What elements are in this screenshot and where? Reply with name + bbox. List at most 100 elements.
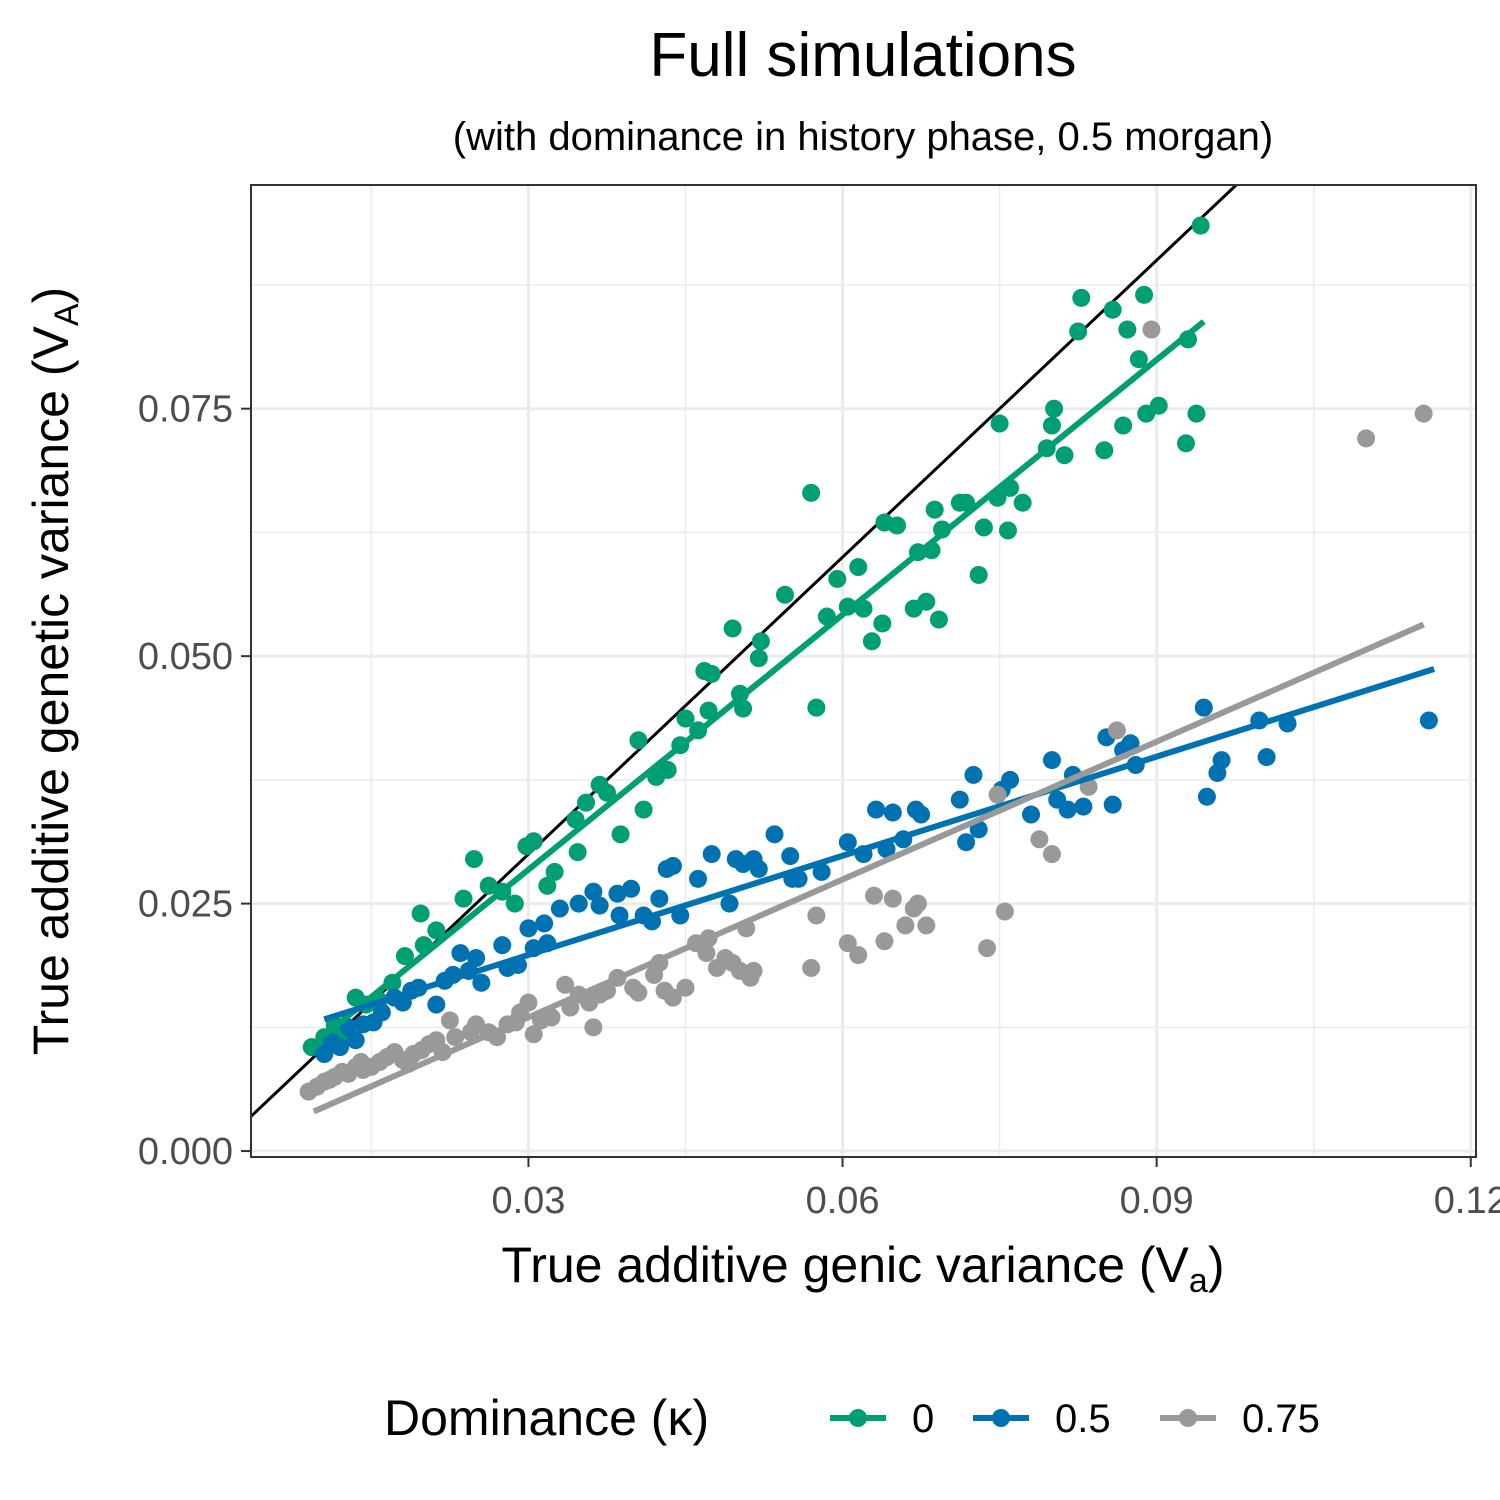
data-point: [1176, 434, 1195, 453]
data-point: [950, 790, 969, 809]
x-axis-title: True additive genic variance (Va): [502, 1237, 1225, 1300]
y-axis-title-main: True additive genetic variance (V: [23, 325, 79, 1055]
fit-line-series-2: [312, 621, 1425, 1115]
data-point: [330, 1038, 349, 1057]
data-point: [568, 843, 587, 862]
data-point: [1030, 830, 1049, 849]
data-point: [584, 882, 603, 901]
data-point: [440, 1011, 459, 1030]
data-point: [929, 610, 948, 629]
legend: Dominance (κ) 0 0.5 0.75: [384, 1390, 1320, 1446]
data-point: [1045, 399, 1064, 418]
data-point: [875, 932, 894, 951]
x-axis: 0.03 0.06 0.09 0.12: [491, 1157, 1500, 1222]
data-point: [1135, 285, 1154, 304]
data-point: [1069, 322, 1088, 341]
fit-lines: [312, 319, 1436, 1115]
data-point: [663, 856, 682, 875]
data-point: [1095, 441, 1114, 460]
data-point: [1042, 416, 1061, 435]
data-point: [1042, 845, 1061, 864]
data-point: [1103, 300, 1122, 319]
data-point: [597, 783, 616, 802]
data-point: [1118, 320, 1137, 339]
chart-title: Full simulations: [649, 21, 1076, 90]
data-point: [1013, 493, 1032, 512]
data-point: [1055, 446, 1074, 465]
legend-item-1: 0.5: [973, 1397, 1111, 1441]
major-gridlines: [251, 185, 1476, 1157]
data-point: [988, 785, 1007, 804]
x-tick-label: 0.06: [806, 1180, 880, 1222]
data-point: [577, 793, 596, 812]
data-point: [883, 889, 902, 908]
data-point: [1357, 429, 1376, 448]
data-point: [969, 565, 988, 584]
data-point: [1074, 797, 1093, 816]
data-point: [720, 894, 739, 913]
data-point: [864, 886, 883, 905]
data-point: [849, 558, 868, 577]
plot-background: [251, 185, 1476, 1157]
data-point: [395, 947, 414, 966]
data-point: [1022, 805, 1041, 824]
reference-line-group: [251, 185, 1239, 1118]
data-point: [411, 904, 430, 923]
data-point: [807, 906, 826, 925]
y-axis-title: True additive genetic variance (VA): [23, 287, 86, 1055]
data-point: [896, 916, 915, 935]
data-point: [917, 592, 936, 611]
data-point: [451, 944, 470, 963]
legend-key-point: [849, 1409, 867, 1427]
data-point: [734, 699, 753, 718]
data-point: [650, 889, 669, 908]
data-point: [1129, 350, 1148, 369]
data-point: [838, 934, 857, 953]
data-point: [538, 876, 557, 895]
data-point: [689, 869, 708, 888]
data-point: [584, 1018, 603, 1037]
data-point: [812, 862, 831, 881]
data-point: [658, 760, 677, 779]
data-point: [472, 973, 491, 992]
data-point: [1103, 795, 1122, 814]
data-point: [749, 649, 768, 668]
data-point: [1187, 404, 1206, 423]
data-point: [883, 803, 902, 822]
data-point: [519, 919, 538, 938]
data-point: [1194, 698, 1213, 717]
identity-reference-line: [251, 185, 1239, 1118]
data-point: [1197, 787, 1216, 806]
x-tick-label: 0.03: [491, 1180, 565, 1222]
data-point: [1419, 711, 1438, 730]
data-point: [611, 825, 630, 844]
y-axis: 0.000 0.025 0.050 0.075: [138, 389, 251, 1173]
data-point: [1114, 416, 1133, 435]
data-point: [789, 869, 808, 888]
legend-label: 0.5: [1055, 1397, 1111, 1441]
data-point: [807, 698, 826, 717]
data-point: [556, 975, 575, 994]
data-point: [1121, 734, 1140, 753]
fit-line-series-1: [323, 666, 1436, 1023]
data-point: [978, 939, 997, 958]
data-point: [493, 936, 512, 955]
data-point: [569, 894, 588, 913]
legend-item-0: 0: [830, 1397, 934, 1441]
data-point: [957, 833, 976, 852]
data-point: [663, 988, 682, 1007]
data-point: [862, 632, 881, 651]
data-point: [1001, 770, 1020, 789]
data-point: [590, 896, 609, 915]
data-point: [676, 978, 695, 997]
data-point: [1107, 721, 1126, 740]
legend-key-point: [992, 1409, 1010, 1427]
y-tick-label: 0.050: [138, 636, 233, 678]
data-point: [629, 731, 648, 750]
data-point: [849, 946, 868, 965]
data-point: [888, 516, 907, 535]
data-point: [610, 906, 629, 925]
data-point: [427, 921, 446, 940]
data-point: [998, 521, 1017, 540]
